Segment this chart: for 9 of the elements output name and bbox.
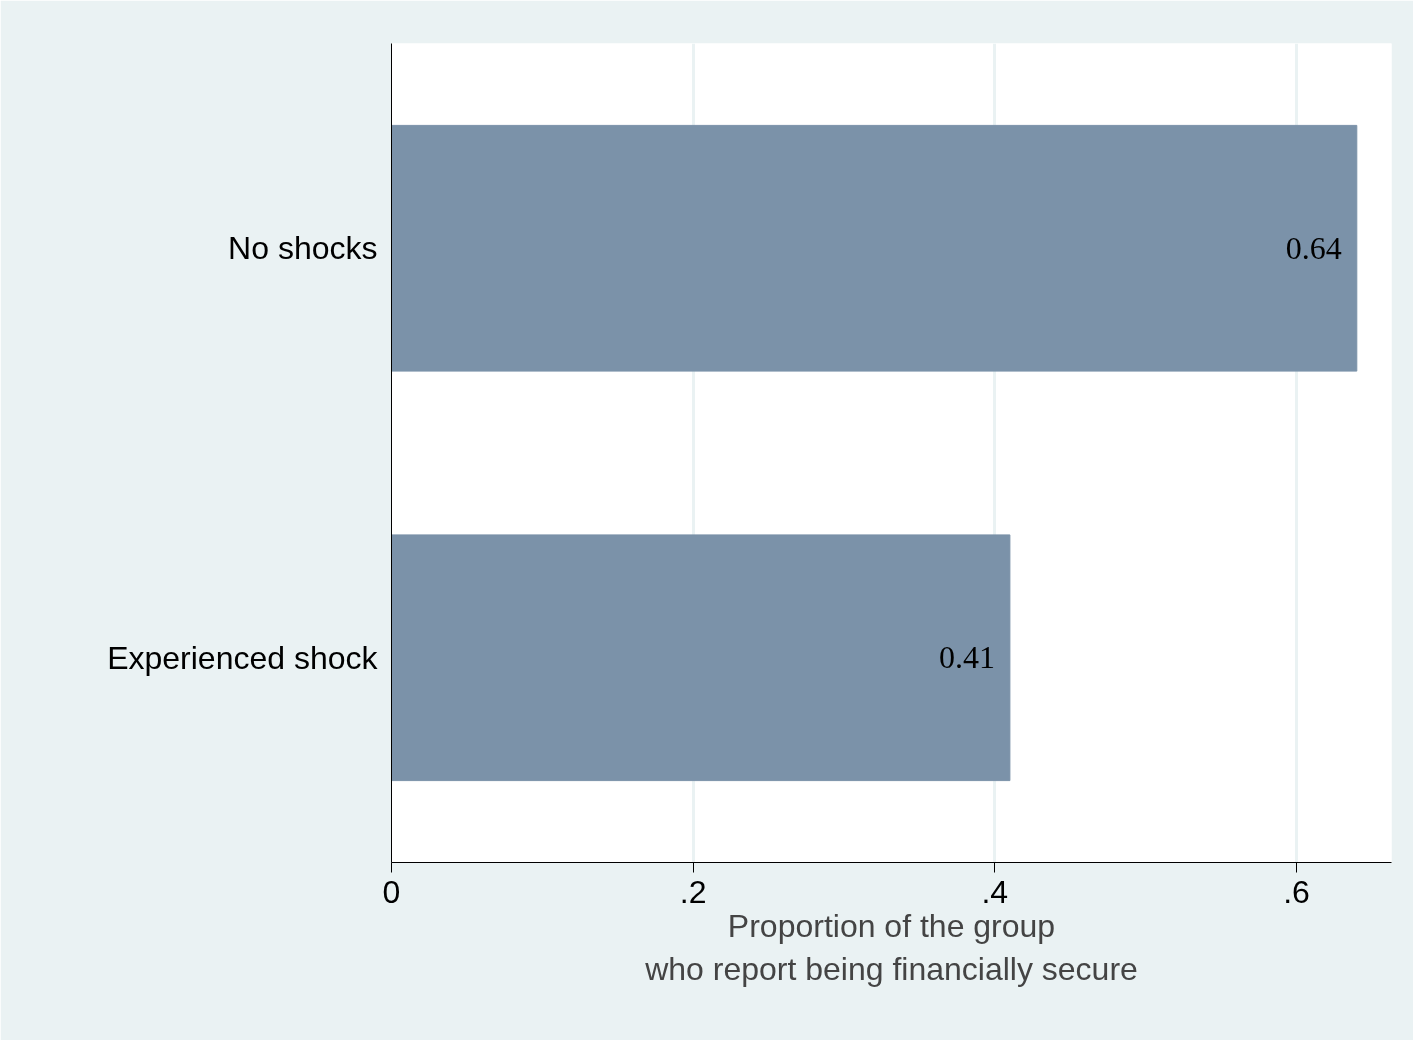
data-label: 0.64 [1285,229,1342,266]
x-axis-title: Proportion of the group who report being financially secure [644,907,1138,987]
data-label: 0.41 [938,639,995,676]
x-tick-label: .4 [981,873,1009,910]
y-tick-label: No shocks [228,230,378,267]
x-tick-label: .6 [1283,873,1310,910]
x-tick-label: .2 [679,873,707,910]
y-tick-label: Experienced shock [107,639,379,676]
x-tick-label: 0 [382,873,401,910]
